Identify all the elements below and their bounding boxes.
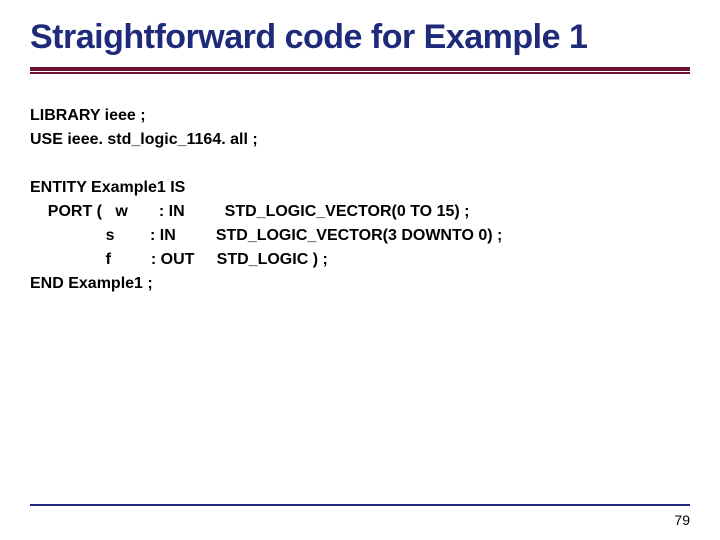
- code-block-1: LIBRARY ieee ;USE ieee. std_logic_1164. …: [30, 104, 690, 152]
- slide: Straightforward code for Example 1 LIBRA…: [0, 0, 720, 540]
- code-line: END Example1 ;: [30, 272, 690, 296]
- code-line: f : OUT STD_LOGIC ) ;: [30, 248, 690, 272]
- title-rule-thin: [30, 72, 690, 74]
- title-rule-thick: [30, 67, 690, 71]
- slide-title: Straightforward code for Example 1: [30, 18, 690, 57]
- code-line: LIBRARY ieee ;: [30, 104, 690, 128]
- footer-rule: [30, 504, 690, 506]
- code-line: USE ieee. std_logic_1164. all ;: [30, 128, 690, 152]
- code-block-2: ENTITY Example1 IS PORT ( w : IN STD_LOG…: [30, 176, 690, 296]
- code-line: ENTITY Example1 IS: [30, 176, 690, 200]
- page-number: 79: [674, 512, 690, 528]
- code-line: s : IN STD_LOGIC_VECTOR(3 DOWNTO 0) ;: [30, 224, 690, 248]
- code-line: PORT ( w : IN STD_LOGIC_VECTOR(0 TO 15) …: [30, 200, 690, 224]
